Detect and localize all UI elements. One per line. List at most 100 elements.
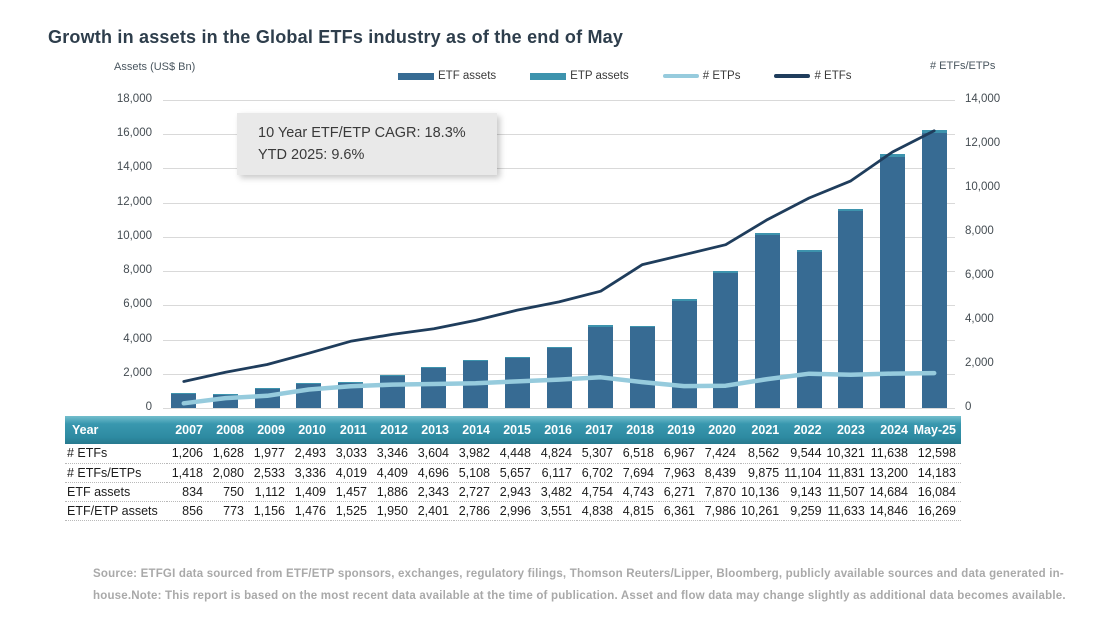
table-cell: 2,533 — [249, 463, 290, 483]
table-header-cell: 2016 — [536, 416, 577, 444]
table-cell: 1,525 — [331, 501, 372, 521]
table-cell: 4,448 — [495, 444, 536, 464]
legend-label: # ETFs — [814, 70, 852, 82]
gridline — [163, 408, 955, 409]
table-cell: 4,743 — [618, 482, 659, 502]
table-cell: 1,476 — [290, 501, 331, 521]
bar-etp-assets-2022 — [796, 249, 822, 252]
table-cell: 7,694 — [618, 463, 659, 483]
y-axis-tick-left: 4,000 — [123, 332, 152, 345]
table-cell: 5,108 — [454, 463, 495, 483]
table-cell: 6,967 — [659, 444, 700, 464]
table-cell: 1,112 — [249, 482, 290, 502]
table-cell: 13,200 — [869, 463, 914, 483]
table-cell: 4,409 — [372, 463, 413, 483]
table-cell: 1,886 — [372, 482, 413, 502]
y-axis-tick-right: 8,000 — [965, 225, 994, 237]
table-cell: 3,982 — [454, 444, 495, 464]
table-cell: 8,439 — [700, 463, 741, 483]
chart-lines-layer — [181, 129, 937, 406]
table-header-cell: 2014 — [454, 416, 495, 444]
left-axis-title: Assets (US$ Bn) — [114, 61, 196, 73]
table-cell: 834 — [167, 482, 208, 502]
table-header-cell: 2019 — [659, 416, 700, 444]
table-cell: 3,551 — [536, 501, 577, 521]
table-cell: 4,696 — [413, 463, 454, 483]
table-cell: 1,977 — [249, 444, 290, 464]
legend-line-swatch — [774, 74, 811, 78]
legend-label: ETP assets — [570, 70, 629, 82]
table-header-cell: Year — [65, 416, 167, 444]
table-cell: 2,943 — [495, 482, 536, 502]
table-cell: 10,136 — [741, 482, 785, 502]
bar-etp-assets-2014 — [463, 360, 489, 362]
table-cell: 9,875 — [741, 463, 785, 483]
bar-etf-assets-2024 — [880, 156, 905, 408]
table-header-cell: 2020 — [700, 416, 741, 444]
bar-etp-assets-2008 — [213, 394, 238, 396]
chart-plot-area — [163, 100, 955, 409]
table-cell: 4,815 — [618, 501, 659, 521]
table-cell: 3,336 — [290, 463, 331, 483]
y-axis-tick-right: 12,000 — [965, 137, 1001, 149]
cagr-annotation-box: 10 Year ETF/ETP CAGR: 18.3% YTD 2025: 9.… — [237, 113, 497, 175]
bar-etp-assets-2021 — [754, 232, 780, 235]
data-table: Year 2007 2008 2009 2010 2011 2012 2013 2014 2015… — [65, 416, 962, 521]
legend-item--etps: # ETPs — [662, 70, 740, 82]
gridline — [163, 202, 955, 204]
table-cell: 11,831 — [826, 463, 870, 483]
table-cell: 750 — [208, 482, 249, 502]
y-axis-tick-right: 0 — [965, 401, 972, 413]
table-cell: 14,684 — [869, 482, 914, 502]
table-cell: 11,638 — [869, 444, 914, 464]
table-cell: 4,754 — [577, 482, 618, 502]
bar-etf-assets-2018 — [629, 326, 655, 408]
table-cell: 9,544 — [784, 444, 827, 464]
page-title: Growth in assets in the Global ETFs indu… — [48, 27, 624, 47]
table-cell: 2,080 — [208, 463, 249, 483]
table-cell: 3,033 — [331, 444, 372, 464]
y-axis-tick-left: 8,000 — [123, 264, 152, 277]
table-header-cell: 2015 — [495, 416, 536, 444]
table-cell: 2,493 — [290, 444, 331, 464]
table-cell: 4,824 — [536, 444, 577, 464]
table-header-cell: 2012 — [372, 416, 413, 444]
right-axis-title: # ETFs/ETPs — [930, 60, 996, 72]
table-cell: 3,604 — [413, 444, 454, 464]
table-cell: 4,019 — [331, 463, 372, 483]
table-cell: 10,321 — [826, 444, 870, 464]
y-axis-tick-right: 14,000 — [965, 93, 1001, 105]
table-header-cell: 2008 — [208, 416, 249, 444]
chart-legend: ETF assets ETP assets # ETPs # ETFs — [398, 70, 852, 82]
bar-etp-assets-2017 — [588, 325, 614, 327]
line-num-etps — [181, 370, 937, 406]
bar-etp-assets-2023 — [838, 208, 864, 212]
table-row: # ETFs 1,206 1,628 1,977 2,493 3,033 3,346 3,60… — [65, 444, 962, 464]
table-cell: 1,457 — [331, 482, 372, 502]
y-axis-tick-left: 18,000 — [116, 93, 152, 105]
bar-etp-assets-2007 — [171, 392, 197, 394]
table-cell: 11,633 — [826, 501, 870, 521]
y-axis-tick-left: 10,000 — [116, 229, 152, 242]
table-cell: 6,702 — [577, 463, 618, 483]
table-header-cell: 2018 — [618, 416, 659, 444]
table-cell: 2,727 — [454, 482, 495, 502]
bar-etp-assets-2011 — [338, 381, 364, 384]
table-cell: 5,657 — [495, 463, 536, 483]
y-axis-tick-left: 16,000 — [116, 127, 152, 140]
table-cell: 14,183 — [913, 463, 962, 483]
table-cell: 3,482 — [536, 482, 577, 502]
table-cell: 6,271 — [659, 482, 700, 502]
table-cell: 8,562 — [741, 444, 785, 464]
table-cell: 1,156 — [249, 501, 290, 521]
table-cell: 9,143 — [784, 482, 827, 502]
bar-etp-assets-2016 — [546, 347, 572, 349]
table-cell: 16,269 — [913, 501, 962, 521]
table-cell: 6,117 — [536, 463, 577, 483]
table-cell: 3,346 — [372, 444, 413, 464]
y-axis-tick-right: 2,000 — [965, 357, 994, 369]
bar-etf-assets-2012 — [379, 375, 405, 408]
gridline — [163, 168, 955, 170]
table-row-label: ETF assets — [65, 482, 167, 502]
y-axis-tick-left: 12,000 — [116, 195, 152, 208]
